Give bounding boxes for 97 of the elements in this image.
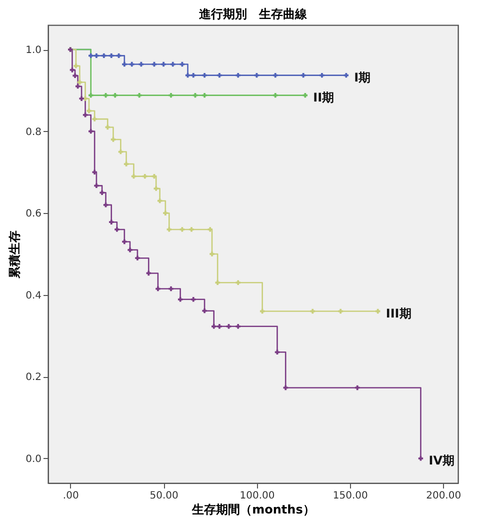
y-tick-label: 0.8 (26, 126, 42, 138)
y-tick-label: 0.2 (26, 372, 42, 384)
point (105, 124, 110, 130)
point (215, 280, 220, 285)
x-tick-label: .00 (62, 490, 79, 502)
point (192, 92, 198, 98)
point (202, 92, 207, 98)
point (236, 280, 240, 285)
point (236, 72, 240, 78)
point (178, 297, 183, 302)
point (168, 286, 174, 292)
point (202, 72, 207, 78)
series-label: IV期 (428, 453, 454, 468)
point (82, 112, 88, 118)
x-tick-label: 100.00 (240, 490, 275, 502)
point (94, 183, 99, 188)
point (88, 53, 94, 58)
point (376, 308, 380, 314)
series-label: III期 (386, 306, 412, 320)
point (418, 456, 424, 461)
point (109, 220, 114, 224)
point (110, 137, 116, 142)
point (300, 72, 306, 78)
point (92, 116, 97, 122)
point (260, 308, 265, 314)
point (210, 252, 214, 256)
y-tick-label: 0.4 (26, 290, 42, 302)
series-label: I期 (354, 70, 371, 84)
point (310, 308, 315, 314)
chart-title: 進行期別 生存曲線 (198, 7, 308, 21)
point (208, 227, 212, 232)
point (88, 92, 94, 98)
point (122, 239, 127, 244)
point (320, 72, 324, 78)
point (102, 53, 106, 58)
point (118, 149, 124, 154)
point (154, 186, 158, 191)
point (236, 324, 240, 329)
point (79, 96, 84, 101)
point (273, 92, 278, 98)
point (156, 286, 160, 292)
point (157, 198, 162, 204)
point (180, 227, 185, 232)
point (146, 270, 151, 276)
y-axis-title: 累積生存 (8, 230, 22, 280)
point (191, 297, 196, 302)
point (88, 128, 94, 134)
y-tick-label: 0.6 (26, 208, 42, 220)
point (136, 92, 142, 98)
point (92, 170, 97, 175)
point (212, 324, 216, 329)
point (122, 62, 127, 67)
point (338, 308, 343, 314)
point (142, 174, 148, 179)
point (161, 62, 166, 67)
point (273, 72, 278, 78)
point (189, 227, 194, 232)
point (283, 385, 288, 390)
point (74, 64, 78, 68)
point (217, 324, 222, 329)
y-tick-label: 1.0 (26, 45, 42, 56)
point (217, 72, 222, 78)
point (72, 73, 78, 78)
point (166, 227, 172, 232)
point (130, 62, 134, 67)
y-tick-label: 0.0 (26, 454, 42, 465)
point (138, 62, 144, 67)
point (274, 350, 280, 354)
point (86, 108, 92, 114)
point (109, 53, 114, 58)
point (116, 53, 122, 58)
point (135, 256, 140, 260)
x-tick-label: 150.00 (332, 490, 368, 502)
point (128, 248, 132, 252)
series-label: II期 (313, 90, 334, 104)
point (114, 227, 120, 232)
point (94, 53, 99, 58)
point (103, 202, 108, 208)
point (302, 92, 308, 98)
point (355, 385, 360, 390)
point (168, 92, 174, 98)
point (70, 68, 75, 72)
x-tick-label: 50.00 (150, 490, 178, 502)
x-axis-title: 生存期間（months） (191, 502, 315, 516)
point (202, 308, 207, 314)
point (344, 72, 349, 78)
point (170, 62, 176, 67)
point (103, 92, 108, 98)
x-tick-label: 200.00 (426, 490, 462, 502)
point (124, 162, 129, 166)
point (226, 324, 232, 329)
point (100, 190, 104, 196)
point (163, 210, 168, 216)
point (191, 72, 196, 78)
point (112, 92, 118, 98)
point (180, 62, 185, 67)
point (75, 84, 80, 89)
